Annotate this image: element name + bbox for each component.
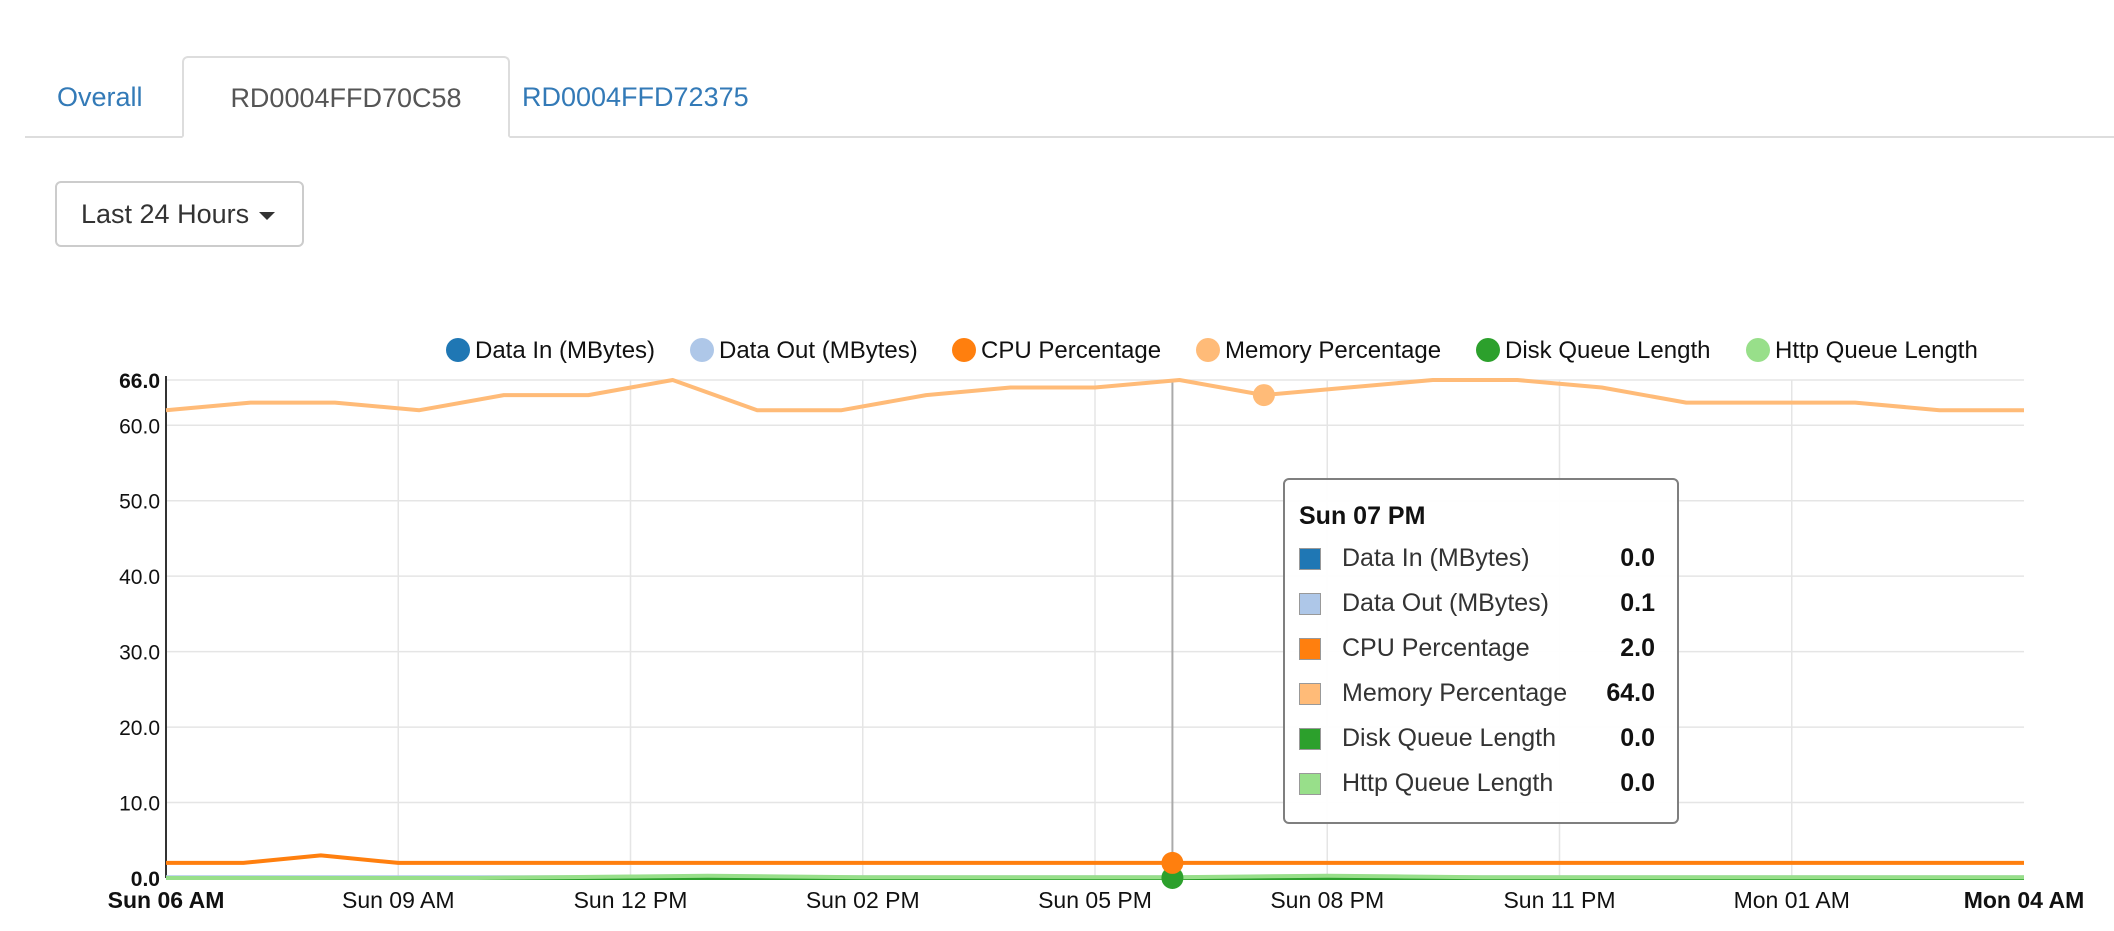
y-tick-label: 10.0 [119,793,160,816]
hover-point [1161,867,1184,889]
tab-bar: Overall RD0004FFD70C58 RD0004FFD72375 [25,56,2114,138]
y-tick-label: 30.0 [119,642,160,665]
legend-swatch [1746,338,1770,362]
time-range-label: Last 24 Hours [81,198,250,229]
y-tick-label: 40.0 [119,566,160,589]
tooltip-swatch [1299,683,1321,705]
x-tick-label: Sun 02 PM [806,887,920,913]
tooltip-label: CPU Percentage [1342,634,1530,662]
tab-overall[interactable]: Overall [57,82,143,112]
tooltip-row: Memory Percentage 64.0 [1299,679,1669,709]
tooltip-row: Disk Queue Length 0.0 [1299,724,1669,754]
tooltip-label: Data Out (MBytes) [1342,589,1549,617]
series-line-memory-percentage [165,378,2024,413]
y-tick-label: 66.0 [119,370,160,393]
tab-rd0004ffd70c58[interactable]: RD0004FFD70C58 [182,56,510,138]
tooltip-swatch [1299,728,1321,750]
y-tick-label: 50.0 [119,491,160,514]
legend-label: Memory Percentage [1225,337,1441,364]
time-range-dropdown[interactable]: Last 24 Hours [55,181,304,247]
x-tick-label: Sun 11 PM [1503,887,1615,913]
legend-item[interactable]: Data Out (MBytes) [690,337,918,364]
hover-point [1252,384,1275,407]
tooltip-value: 64.0 [1606,679,1655,707]
tooltip-row: Data Out (MBytes) 0.1 [1299,589,1669,619]
tooltip-value: 0.0 [1620,544,1655,572]
series-line-http-queue-length [166,873,2024,880]
legend-label: Disk Queue Length [1505,337,1710,364]
y-tick-label: 60.0 [119,415,160,438]
legend-item[interactable]: Data In (MBytes) [446,337,655,364]
tooltip-label: Disk Queue Length [1342,724,1557,752]
legend-swatch [1196,338,1220,362]
series-line-cpu-percentage [166,853,2024,865]
legend-item[interactable]: Memory Percentage [1196,337,1441,364]
legend-item[interactable]: Disk Queue Length [1476,337,1710,364]
tab-rd0004ffd72375[interactable]: RD0004FFD72375 [522,82,749,112]
x-tick-label: Mon 04 AM [1964,887,2085,913]
tooltip-value: 0.0 [1620,769,1655,797]
tooltip-label: Memory Percentage [1342,679,1568,707]
legend-swatch [952,338,976,362]
legend-swatch [446,338,470,362]
chart-tooltip: Sun 07 PM Data In (MBytes) 0.0 Data Out (M… [1283,478,1679,824]
tooltip-value: 2.0 [1620,634,1655,662]
tooltip-swatch [1299,593,1321,615]
tooltip-value: 0.0 [1620,724,1655,752]
legend-swatch [690,338,714,362]
legend-swatch [1476,338,1500,362]
tooltip-swatch [1299,638,1321,660]
tooltip-label: Http Queue Length [1342,769,1554,797]
legend-label: Http Queue Length [1775,337,1978,364]
tooltip-row: Http Queue Length 0.0 [1299,769,1669,799]
tooltip-row: CPU Percentage 2.0 [1299,634,1669,664]
tooltip-row: Data In (MBytes) 0.0 [1299,544,1669,574]
y-tick-label: 20.0 [119,717,160,740]
tooltip-value: 0.1 [1620,589,1655,617]
legend-item[interactable]: CPU Percentage [952,337,1161,364]
tooltip-label: Data In (MBytes) [1342,544,1530,572]
metrics-line-chart: 0.0 10.0 20.0 30.0 40.0 50.0 60.0 66.0 Sun 06 AM… [108,337,2085,913]
y-tick-label: 0.0 [131,868,160,891]
x-tick-label: Sun 08 PM [1270,887,1384,913]
tooltip-swatch [1299,773,1321,795]
legend-item[interactable]: Http Queue Length [1746,337,1978,364]
legend-label: Data Out (MBytes) [719,337,918,364]
x-tick-label: Sun 09 AM [342,887,455,913]
tooltip-swatch [1299,548,1321,570]
legend-label: CPU Percentage [981,337,1161,364]
x-tick-label: Sun 06 AM [108,887,225,913]
x-tick-label: Sun 05 PM [1038,887,1152,913]
hover-point [1161,851,1184,874]
caret-down-icon [259,212,276,220]
tooltip-title: Sun 07 PM [1299,502,1426,530]
legend-label: Data In (MBytes) [475,337,655,364]
x-tick-label: Sun 12 PM [574,887,688,913]
x-tick-label: Mon 01 AM [1734,887,1850,913]
